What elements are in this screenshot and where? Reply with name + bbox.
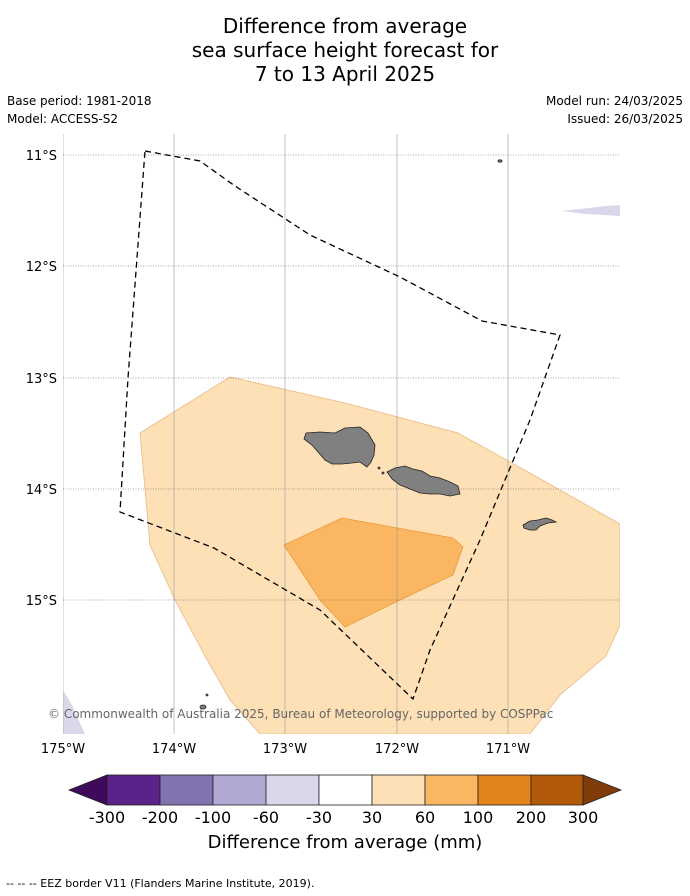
colorbar-segment-9	[530, 774, 584, 806]
model-name: Model: ACCESS-S2	[7, 112, 119, 126]
colorbar-tick-8: 100	[463, 808, 494, 827]
lat-label-12s: 12°S	[26, 260, 57, 275]
lon-label-171w: 171°W	[486, 742, 530, 757]
lon-label-172w: 172°W	[375, 742, 419, 757]
colorbar-segment-5	[318, 774, 373, 806]
colorbar-extend-high	[582, 774, 623, 806]
anomaly-region-negative-east	[562, 205, 620, 216]
colorbar-segment-6	[371, 774, 426, 806]
island-swains	[497, 159, 503, 163]
islet-southwest	[199, 704, 207, 710]
colorbar-tick-10: 300	[568, 808, 599, 827]
colorbar-tick-5: -30	[306, 808, 332, 827]
title-line-2: sea surface height forecast for	[191, 38, 499, 62]
eez-border	[119, 150, 561, 701]
issued-date: Issued: 26/03/2025	[567, 112, 683, 126]
colorbar-tick-3: -100	[195, 808, 231, 827]
island-savaii	[303, 426, 376, 468]
lat-label-11s: 11°S	[26, 149, 57, 164]
map-area	[63, 134, 620, 734]
colorbar-title: Difference from average (mm)	[207, 832, 483, 853]
colorbar	[67, 774, 623, 806]
colorbar-segment-4	[265, 774, 320, 806]
colorbar-segment-8	[477, 774, 532, 806]
lat-label-13s: 13°S	[26, 372, 57, 387]
colorbar-segment-7	[424, 774, 479, 806]
islet-manono	[381, 471, 385, 475]
colorbar-segment-3	[212, 774, 267, 806]
lon-label-173w: 173°W	[263, 742, 307, 757]
eez-footnote: -- -- -- EEZ border V11 (Flanders Marine…	[6, 877, 315, 890]
colorbar-tick-2: -200	[142, 808, 178, 827]
model-run: Model run: 24/03/2025	[545, 94, 683, 108]
islet-apolima	[377, 466, 381, 470]
title-line-3: 7 to 13 April 2025	[254, 62, 436, 86]
land-masses	[199, 159, 558, 710]
colorbar-tick-6: 30	[362, 808, 382, 827]
lat-label-14s: 14°S	[26, 483, 57, 498]
colorbar-extend-low	[67, 774, 108, 806]
colorbar-tick-9: 200	[516, 808, 547, 827]
colorbar-tick-4: -60	[253, 808, 279, 827]
title-line-1: Difference from average	[222, 14, 468, 38]
colorbar-segment-2	[159, 774, 214, 806]
colorbar-segment-1	[106, 774, 161, 806]
graticule	[63, 134, 620, 734]
colorbar-tick-7: 60	[415, 808, 435, 827]
base-period: Base period: 1981-2018	[7, 94, 152, 108]
islet-southwest-small	[205, 693, 209, 697]
map-title: Difference from average sea surface heig…	[0, 14, 690, 86]
island-upolu	[386, 465, 461, 497]
lon-label-174w: 174°W	[152, 742, 196, 757]
island-tutuila	[522, 517, 558, 531]
lon-label-175w: 175°W	[41, 742, 85, 757]
anomaly-region-negative-southwest	[63, 690, 85, 734]
lat-label-15s: 15°S	[26, 594, 57, 609]
copyright-text: © Commonwealth of Australia 2025, Bureau…	[48, 707, 553, 721]
colorbar-tick-1: -300	[89, 808, 125, 827]
